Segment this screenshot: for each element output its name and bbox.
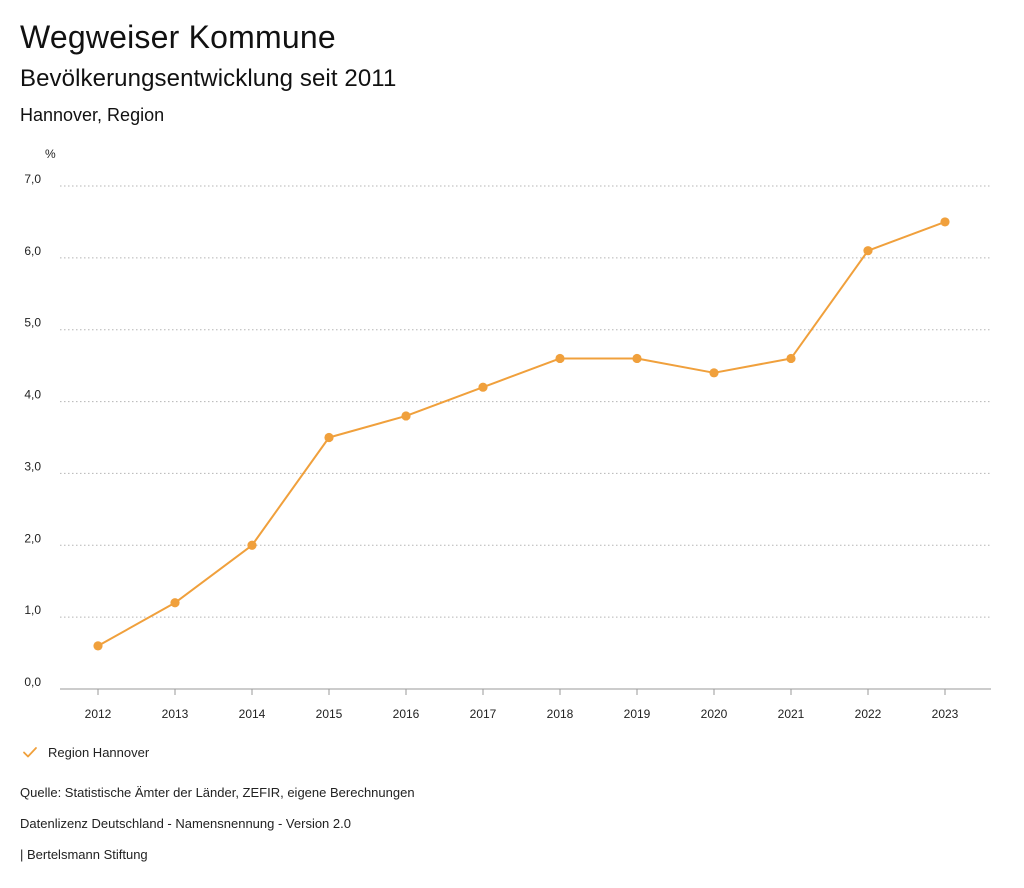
y-tick-label: 3,0: [24, 459, 41, 473]
region-name: Hannover, Region: [20, 105, 165, 125]
legend[interactable]: Region Hannover: [22, 744, 149, 760]
legend-label: Region Hannover: [48, 744, 150, 760]
footer: Quelle: Statistische Ämter der Länder, Z…: [20, 784, 415, 877]
data-point: [93, 641, 103, 651]
check-icon: [23, 747, 37, 758]
grid-lines: [60, 185, 991, 690]
data-point: [786, 353, 796, 364]
y-tick-label: 5,0: [24, 316, 41, 330]
y-tick-label: 4,0: [24, 388, 41, 402]
y-tick-label: 2,0: [24, 531, 41, 545]
x-tick-label: 2013: [162, 707, 189, 721]
data-point: [555, 353, 565, 364]
y-tick-label: 0,0: [24, 675, 41, 689]
data-point: [247, 540, 257, 550]
x-tick-label: 2019: [624, 707, 651, 721]
data-series: [93, 217, 950, 651]
data-point: [940, 217, 950, 227]
x-tick-label: 2018: [547, 707, 574, 721]
data-point: [478, 382, 488, 392]
data-point: [632, 353, 642, 364]
x-tick-label: 2017: [470, 707, 497, 721]
y-tick-label: 7,0: [24, 172, 41, 186]
data-point: [401, 411, 411, 421]
x-tick-label: 2023: [932, 707, 959, 721]
publisher-note: | Bertelsmann Stiftung: [20, 847, 148, 862]
chart-subtitle: Bevölkerungsentwicklung seit 2011: [20, 65, 397, 92]
x-tick-label: 2015: [316, 707, 343, 721]
source-note: Quelle: Statistische Ämter der Länder, Z…: [20, 785, 415, 800]
x-tick-label: 2020: [701, 707, 728, 721]
chart-header: Wegweiser Kommune Bevölkerungsentwicklun…: [20, 18, 1000, 126]
data-point: [170, 598, 180, 608]
axes: 0,0 1,0 2,0 3,0 4,0 5,0 6,0 7,0% 2012 2013 2014 201…: [24, 147, 958, 721]
license-note: Datenlizenz Deutschland - Namensnennung …: [20, 816, 351, 831]
data-point: [863, 246, 873, 256]
y-tick-label: 1,0: [24, 603, 41, 617]
x-tick-label: 2012: [85, 707, 112, 721]
x-tick-label: 2021: [778, 707, 805, 721]
x-tick-label: 2016: [393, 707, 420, 721]
series-line: [97, 220, 946, 647]
data-point: [709, 368, 719, 378]
page-title: Wegweiser Kommune: [20, 19, 336, 55]
data-point: [324, 432, 334, 443]
y-axis-label: %: [45, 147, 56, 161]
x-tick-label: 2014: [239, 707, 266, 721]
y-tick-label: 6,0: [24, 244, 41, 258]
x-tick-label: 2022: [855, 707, 882, 721]
